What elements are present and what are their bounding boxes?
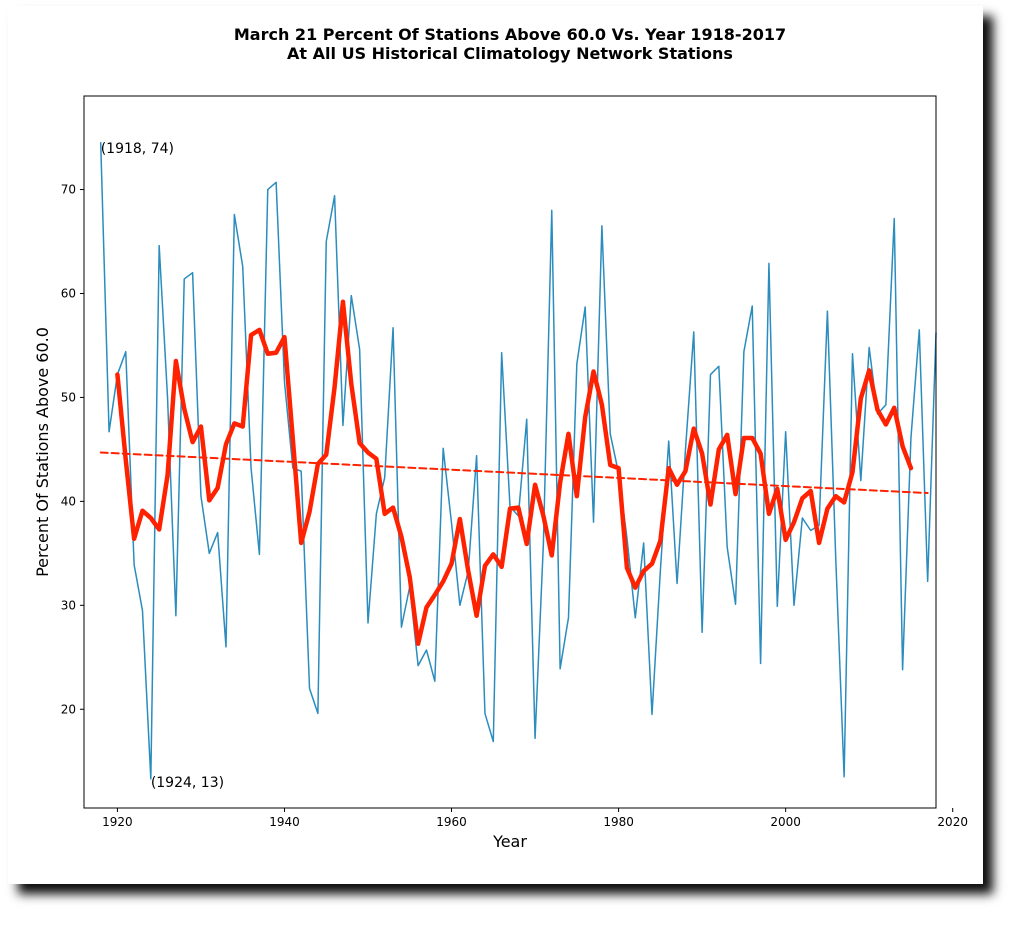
x-tick-label: 2000 (770, 815, 801, 829)
series-raw-line (99, 142, 937, 780)
y-tick-label: 60 (61, 286, 76, 300)
x-tick-label: 1960 (436, 815, 467, 829)
y-tick-label: 30 (61, 598, 76, 612)
annotation-label: (1924, 13) (151, 775, 224, 791)
y-tick-label: 70 (61, 183, 76, 197)
x-tick-label: 1940 (269, 815, 300, 829)
x-axis: 1920 1940 1960 1980 2000 2020 (102, 808, 968, 829)
y-tick-label: 50 (61, 390, 76, 404)
annotation-label: (1918, 74) (101, 141, 174, 157)
plot-frame (83, 95, 937, 809)
annotations: (1918, 74) (1924, 13) (101, 141, 224, 791)
y-tick-label: 20 (61, 702, 76, 716)
y-tick-label: 40 (61, 494, 76, 508)
chart-title: March 21 Percent Of Stations Above 60.0 … (234, 25, 786, 44)
plot-content (99, 142, 937, 780)
x-tick-label: 1920 (102, 815, 133, 829)
chart-subtitle: At All US Historical Climatology Network… (287, 44, 733, 63)
series-moving-average-line (115, 299, 914, 647)
y-axis-label: Percent Of Stations Above 60.0 (33, 327, 52, 577)
x-tick-label: 2020 (937, 815, 968, 829)
x-tick-label: 1980 (603, 815, 634, 829)
y-axis: 20 30 40 50 60 70 (61, 183, 84, 716)
x-axis-label: Year (492, 832, 527, 851)
trend-line (99, 451, 929, 495)
